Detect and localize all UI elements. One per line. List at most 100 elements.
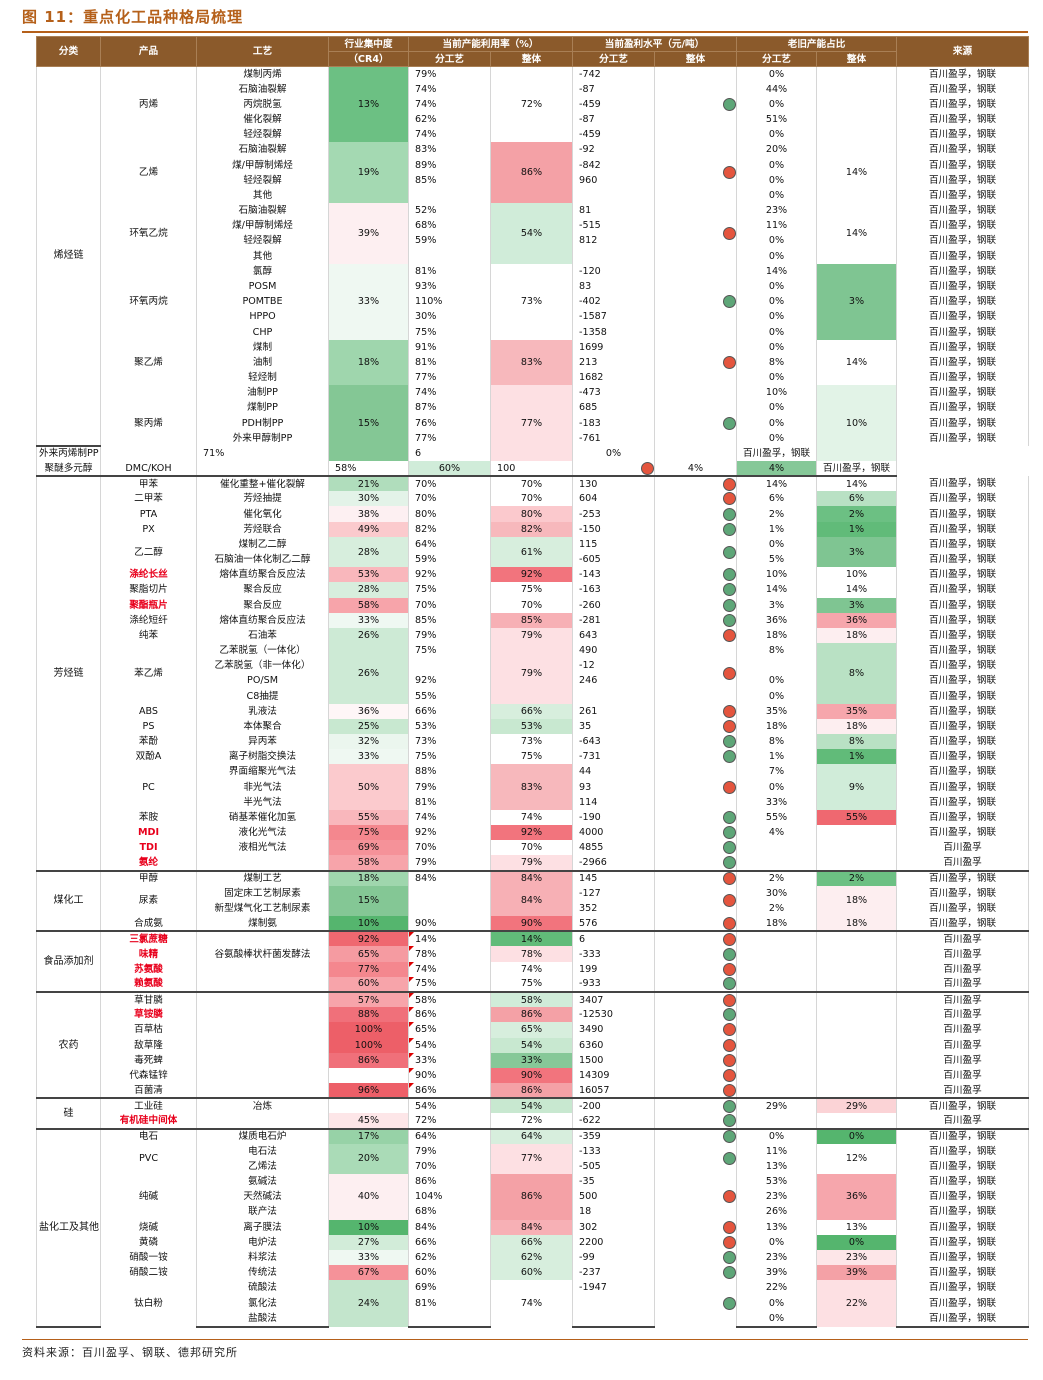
process-cell: 轻烃裂解 <box>196 172 329 188</box>
util-overall-cell: 73% <box>490 263 573 340</box>
table-row: 氯化法 81% 0% 百川盈孚，钢联 <box>37 1295 1030 1311</box>
table-row: 盐酸法 0% 百川盈孚，钢联 <box>37 1310 1030 1329</box>
profit-by-process-cell: -933 <box>572 976 655 993</box>
table-row: 半光气法 81% 114 33% 百川盈孚，钢联 <box>37 794 1030 810</box>
util-by-process-cell: 70% <box>408 476 491 492</box>
old-overall-cell: 0% <box>816 1128 898 1144</box>
profit-negative-dot-icon <box>723 1130 736 1144</box>
profit-negative-dot-icon <box>723 1297 736 1311</box>
profit-negative-dot-icon <box>723 811 736 824</box>
profit-overall-wrap: -99 <box>657 1250 736 1264</box>
profit-positive-dot-icon <box>723 1083 736 1097</box>
source-cell: 百川盈孚，钢联 <box>896 369 1030 386</box>
product-cell: 苯胺 <box>100 809 197 826</box>
profit-negative-dot-icon <box>723 1008 736 1022</box>
profit-overall-cell: -319 <box>653 1143 738 1175</box>
cr4-cell <box>328 1067 409 1084</box>
profit-by-process-cell: 643 <box>572 627 655 644</box>
header-util-by-process: 分工艺 <box>408 51 491 67</box>
profit-by-process-cell: 960 <box>572 172 655 188</box>
table-row: 乙烯法 70% -505 13% 百川盈孚，钢联 <box>37 1158 1030 1175</box>
old-by-process-cell <box>736 1083 818 1100</box>
old-overall-cell <box>816 825 898 841</box>
profit-overall-cell: -281 <box>653 612 738 628</box>
old-by-process-cell: 2% <box>736 900 818 917</box>
process-cell: HPPO <box>196 309 329 325</box>
util-overall-cell: 74% <box>490 1280 573 1327</box>
profit-by-process-cell: -842 <box>572 157 655 173</box>
profit-overall-wrap: -12530 <box>657 1008 736 1022</box>
cr4-cell: 24% <box>328 1280 409 1327</box>
util-by-process-cell: 110% <box>408 294 491 310</box>
product-cell: 赖氨酸 <box>100 976 197 993</box>
cr4-cell: 50% <box>328 764 409 810</box>
profit-by-process-cell: 114 <box>572 794 655 810</box>
profit-by-process-cell: -359 <box>572 1128 655 1144</box>
profit-overall-cell: 3407 <box>653 991 738 1008</box>
old-by-process-cell: 0% <box>736 779 818 795</box>
profit-positive-dot-icon <box>723 1190 736 1204</box>
category-cell: 硅 <box>36 1098 101 1130</box>
profit-overall-cell: 145 <box>653 870 738 886</box>
old-overall-cell <box>816 976 898 993</box>
profit-overall-cell: 643 <box>653 627 738 644</box>
source-cell: 百川盈孚，钢联 <box>896 1158 1030 1175</box>
profit-positive-dot-icon <box>723 1053 736 1067</box>
cr4-cell: 19% <box>328 142 409 204</box>
util-by-process-cell: 92% <box>408 567 491 583</box>
old-by-process-cell: 0% <box>736 536 818 552</box>
product-cell: 钛白粉 <box>100 1280 197 1327</box>
table-row: 丙烷脱氢 74% -459 0% 百川盈孚，钢联 <box>37 96 1030 113</box>
profit-overall-wrap: 16057 <box>657 1083 736 1097</box>
source-cell: 百川盈孚，钢联 <box>896 1143 1030 1159</box>
profit-overall-cell: 130 <box>653 476 738 492</box>
source-cell: 百川盈孚，钢联 <box>896 491 1030 507</box>
source-cell: 百川盈孚，钢联 <box>896 597 1030 613</box>
util-by-process-cell: 75% <box>408 582 491 598</box>
source-cell: 百川盈孚，钢联 <box>896 734 1030 750</box>
profit-positive-dot-icon <box>723 1235 736 1249</box>
util-by-process-cell: 74% <box>408 961 491 977</box>
old-by-process-cell: 0% <box>736 673 818 689</box>
source-cell: 百川盈孚 <box>896 1067 1030 1084</box>
table-row: 联产法 68% 18 26% 百川盈孚，钢联 <box>37 1204 1030 1220</box>
source-cell: 百川盈孚，钢联 <box>896 612 1030 628</box>
process-cell: 非光气法 <box>196 779 329 795</box>
old-overall-cell <box>816 66 898 143</box>
profit-overall-cell: -677 <box>653 263 738 340</box>
process-cell <box>196 961 329 977</box>
profit-overall-wrap: -622 <box>657 1113 736 1127</box>
old-by-process-cell: 18% <box>736 627 818 644</box>
old-overall-cell: 0% <box>816 1234 898 1250</box>
process-cell: PDH制PP <box>196 415 329 431</box>
profit-by-process-cell <box>572 1295 655 1311</box>
profit-overall-wrap: 100 <box>575 461 654 475</box>
table-row: 催化裂解 62% -87 51% 百川盈孚，钢联 <box>37 112 1030 128</box>
profit-overall-cell: 4000 <box>653 825 738 841</box>
profit-positive-dot-icon <box>723 628 736 642</box>
profit-by-process-cell: -1947 <box>572 1280 655 1296</box>
util-overall-cell: 66% <box>490 1234 573 1250</box>
profit-by-process-cell: -742 <box>572 66 655 82</box>
product-cell: 甲苯 <box>100 476 197 492</box>
source-cell: 百川盈孚，钢联 <box>896 885 1030 901</box>
source-cell: 百川盈孚，钢联 <box>896 627 1030 644</box>
source-cell: 百川盈孚 <box>896 1113 1030 1130</box>
old-by-process-cell <box>736 1037 818 1053</box>
util-by-process-cell: 89% <box>408 157 491 173</box>
product-cell: 黄磷 <box>100 1234 197 1250</box>
old-overall-cell <box>816 1067 898 1084</box>
profit-by-process-cell: 3407 <box>572 991 655 1008</box>
profit-overall-cell: 604 <box>653 491 738 507</box>
util-overall-cell: 80% <box>490 506 573 522</box>
process-cell: 催化裂解 <box>196 112 329 128</box>
cr4-cell: 88% <box>328 1007 409 1023</box>
